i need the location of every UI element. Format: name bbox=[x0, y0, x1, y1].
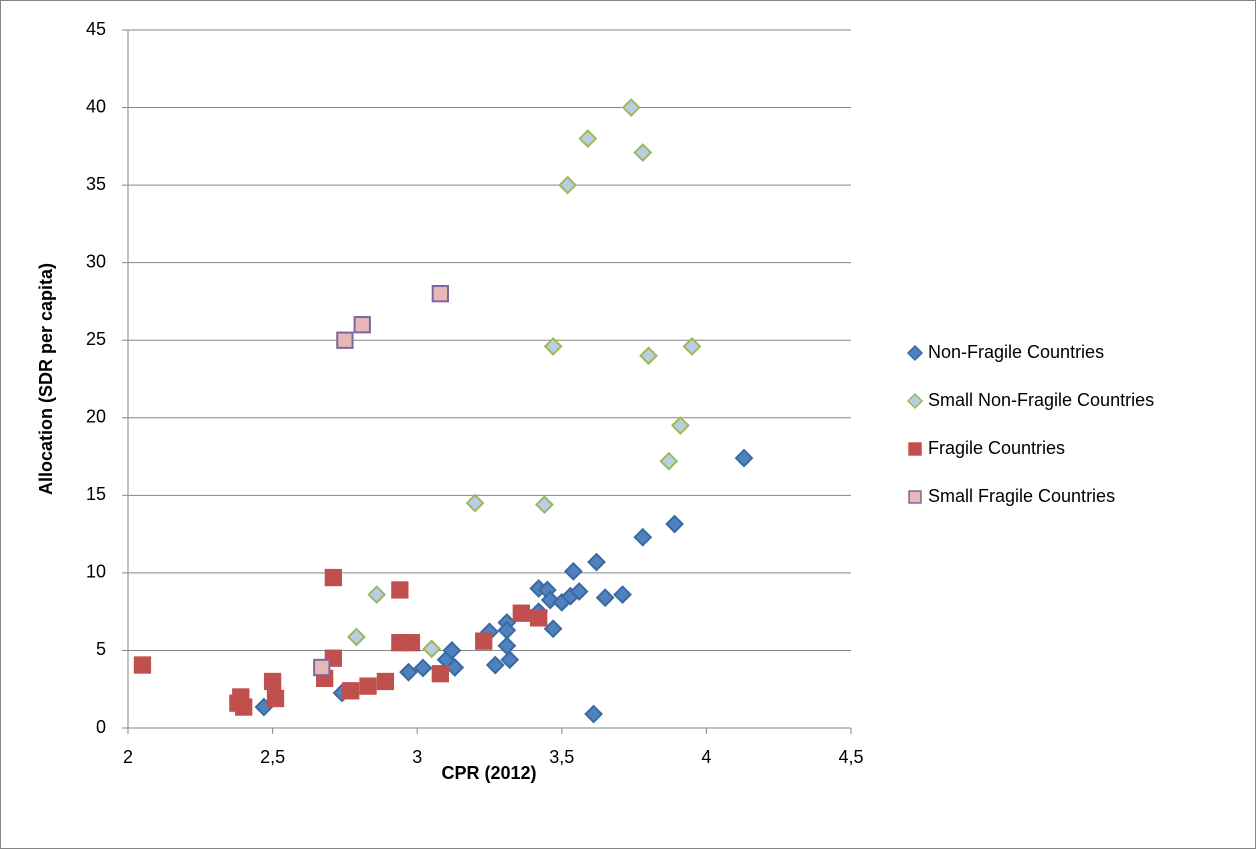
point bbox=[465, 493, 485, 513]
point bbox=[633, 527, 653, 547]
point bbox=[512, 604, 530, 622]
point bbox=[445, 658, 465, 677]
y-tick-label: 30 bbox=[86, 251, 106, 271]
point bbox=[431, 285, 449, 303]
point bbox=[569, 582, 589, 601]
legend-marker bbox=[908, 490, 922, 504]
point bbox=[399, 662, 418, 682]
point bbox=[422, 639, 442, 659]
x-tick-label: 4,5 bbox=[838, 747, 863, 767]
y-tick-label: 35 bbox=[86, 174, 106, 194]
point bbox=[621, 98, 641, 117]
point bbox=[543, 337, 563, 356]
point bbox=[263, 672, 282, 691]
legend-label: Small Non-Fragile Countries bbox=[928, 390, 1154, 410]
legend-label: Fragile Countries bbox=[928, 438, 1065, 458]
point bbox=[558, 175, 577, 195]
point bbox=[475, 632, 493, 650]
point bbox=[313, 658, 331, 677]
point bbox=[376, 672, 395, 691]
point bbox=[659, 451, 679, 471]
point bbox=[500, 650, 520, 670]
point bbox=[682, 337, 702, 356]
point bbox=[587, 552, 606, 572]
point bbox=[235, 698, 253, 716]
point bbox=[639, 346, 658, 366]
point bbox=[324, 568, 342, 587]
x-tick-label: 3,5 bbox=[549, 747, 574, 767]
legend-marker bbox=[906, 392, 924, 410]
legend-label: Small Fragile Countries bbox=[928, 486, 1115, 506]
point bbox=[336, 331, 354, 349]
x-axis-title: CPR (2012) bbox=[441, 763, 536, 783]
point bbox=[535, 495, 554, 515]
point bbox=[485, 655, 505, 675]
legend-label: Non-Fragile Countries bbox=[928, 342, 1104, 362]
point bbox=[543, 619, 563, 639]
point bbox=[563, 561, 583, 581]
x-tick-label: 3 bbox=[412, 747, 422, 767]
y-tick-label: 45 bbox=[86, 19, 106, 39]
point bbox=[431, 665, 449, 683]
point bbox=[530, 609, 548, 627]
point bbox=[133, 656, 152, 674]
y-tick-label: 25 bbox=[86, 329, 106, 349]
point bbox=[342, 682, 360, 700]
y-tick-label: 15 bbox=[86, 484, 106, 504]
point bbox=[613, 585, 632, 605]
point bbox=[595, 588, 615, 608]
x-tick-label: 2,5 bbox=[260, 747, 285, 767]
point bbox=[633, 143, 653, 162]
point bbox=[584, 704, 604, 724]
y-tick-label: 10 bbox=[86, 562, 106, 582]
point bbox=[266, 689, 285, 708]
point bbox=[734, 448, 754, 468]
y-tick-label: 40 bbox=[86, 96, 106, 116]
point bbox=[413, 658, 433, 678]
point bbox=[442, 641, 462, 660]
y-tick-label: 0 bbox=[96, 717, 106, 737]
point bbox=[670, 416, 690, 435]
point bbox=[359, 677, 377, 695]
y-axis-title: Allocation (SDR per capita) bbox=[36, 263, 56, 495]
point bbox=[347, 627, 366, 647]
y-tick-label: 20 bbox=[86, 407, 106, 427]
x-tick-label: 4 bbox=[701, 747, 711, 767]
point bbox=[402, 634, 421, 652]
legend-marker bbox=[908, 442, 922, 456]
point bbox=[367, 585, 387, 605]
y-tick-label: 5 bbox=[96, 639, 106, 659]
point bbox=[578, 129, 598, 148]
point bbox=[665, 514, 685, 534]
legend-marker bbox=[906, 344, 924, 362]
x-tick-label: 2 bbox=[123, 747, 133, 767]
point bbox=[391, 581, 409, 599]
point bbox=[353, 316, 371, 334]
